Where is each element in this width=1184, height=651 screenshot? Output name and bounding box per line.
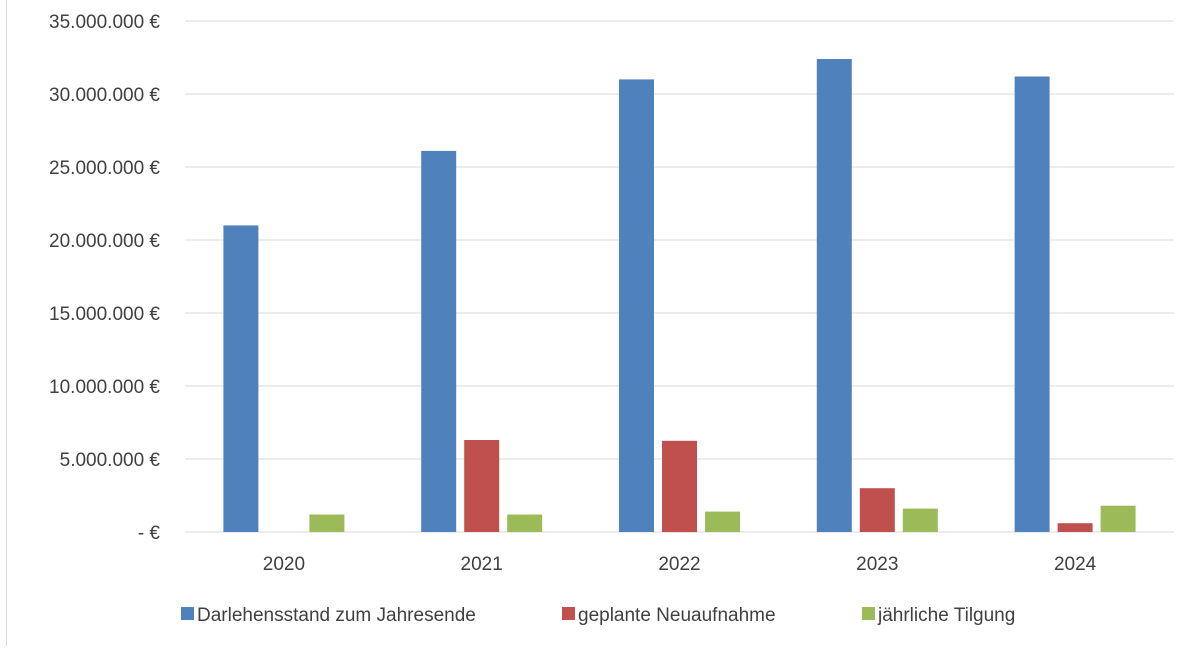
bar-neuaufnahme-2023	[859, 488, 895, 532]
gridlines	[185, 20, 1174, 533]
legend-swatch	[562, 607, 575, 620]
bar-darlehensstand-2021	[421, 150, 457, 532]
x-tick-label: 2024	[1054, 554, 1097, 575]
x-tick-label: 2022	[658, 554, 700, 575]
x-tick-label: 2021	[461, 554, 503, 575]
bar-darlehensstand-2024	[1014, 76, 1050, 532]
legend-label: jährliche Tilgung	[877, 605, 1015, 626]
x-tick-label: 2023	[856, 554, 898, 575]
y-axis-ticks: - € 5.000.000 € 10.000.000 € 15.000.000 € 20…	[49, 12, 160, 544]
bar-neuaufnahme-2024	[1057, 523, 1093, 532]
legend-swatch	[862, 607, 875, 620]
bar-tilgung-2020	[309, 514, 345, 532]
y-tick-label: 20.000.000 €	[49, 231, 160, 252]
bar-darlehensstand-2022	[619, 79, 654, 533]
x-tick-label: 2020	[263, 554, 305, 575]
bar-tilgung-2022	[705, 511, 740, 532]
y-tick-label: 25.000.000 €	[49, 158, 160, 179]
bar-darlehensstand-2023	[816, 59, 852, 532]
legend: Darlehensstand zum Jahresende geplante Ne…	[181, 605, 1015, 626]
y-tick-label: 15.000.000 €	[49, 304, 160, 325]
bars	[223, 59, 1136, 533]
x-axis-ticks: 2020 2021 2022 2023 2024	[263, 554, 1097, 575]
bar-tilgung-2023	[902, 508, 938, 532]
bar-neuaufnahme-2021	[464, 440, 500, 532]
legend-swatch	[181, 607, 194, 620]
bar-darlehensstand-2020	[223, 225, 259, 532]
bar-tilgung-2024	[1100, 505, 1136, 532]
y-tick-label: - €	[138, 523, 161, 544]
legend-label: Darlehensstand zum Jahresende	[197, 605, 476, 626]
bar-neuaufnahme-2022	[662, 440, 697, 533]
y-tick-label: 10.000.000 €	[49, 377, 160, 398]
y-tick-label: 5.000.000 €	[60, 450, 161, 471]
y-tick-label: 30.000.000 €	[49, 85, 160, 106]
legend-label: geplante Neuaufnahme	[578, 605, 776, 626]
chart-frame-border	[6, 0, 7, 646]
bar-tilgung-2021	[507, 514, 543, 532]
y-tick-label: 35.000.000 €	[49, 12, 160, 33]
